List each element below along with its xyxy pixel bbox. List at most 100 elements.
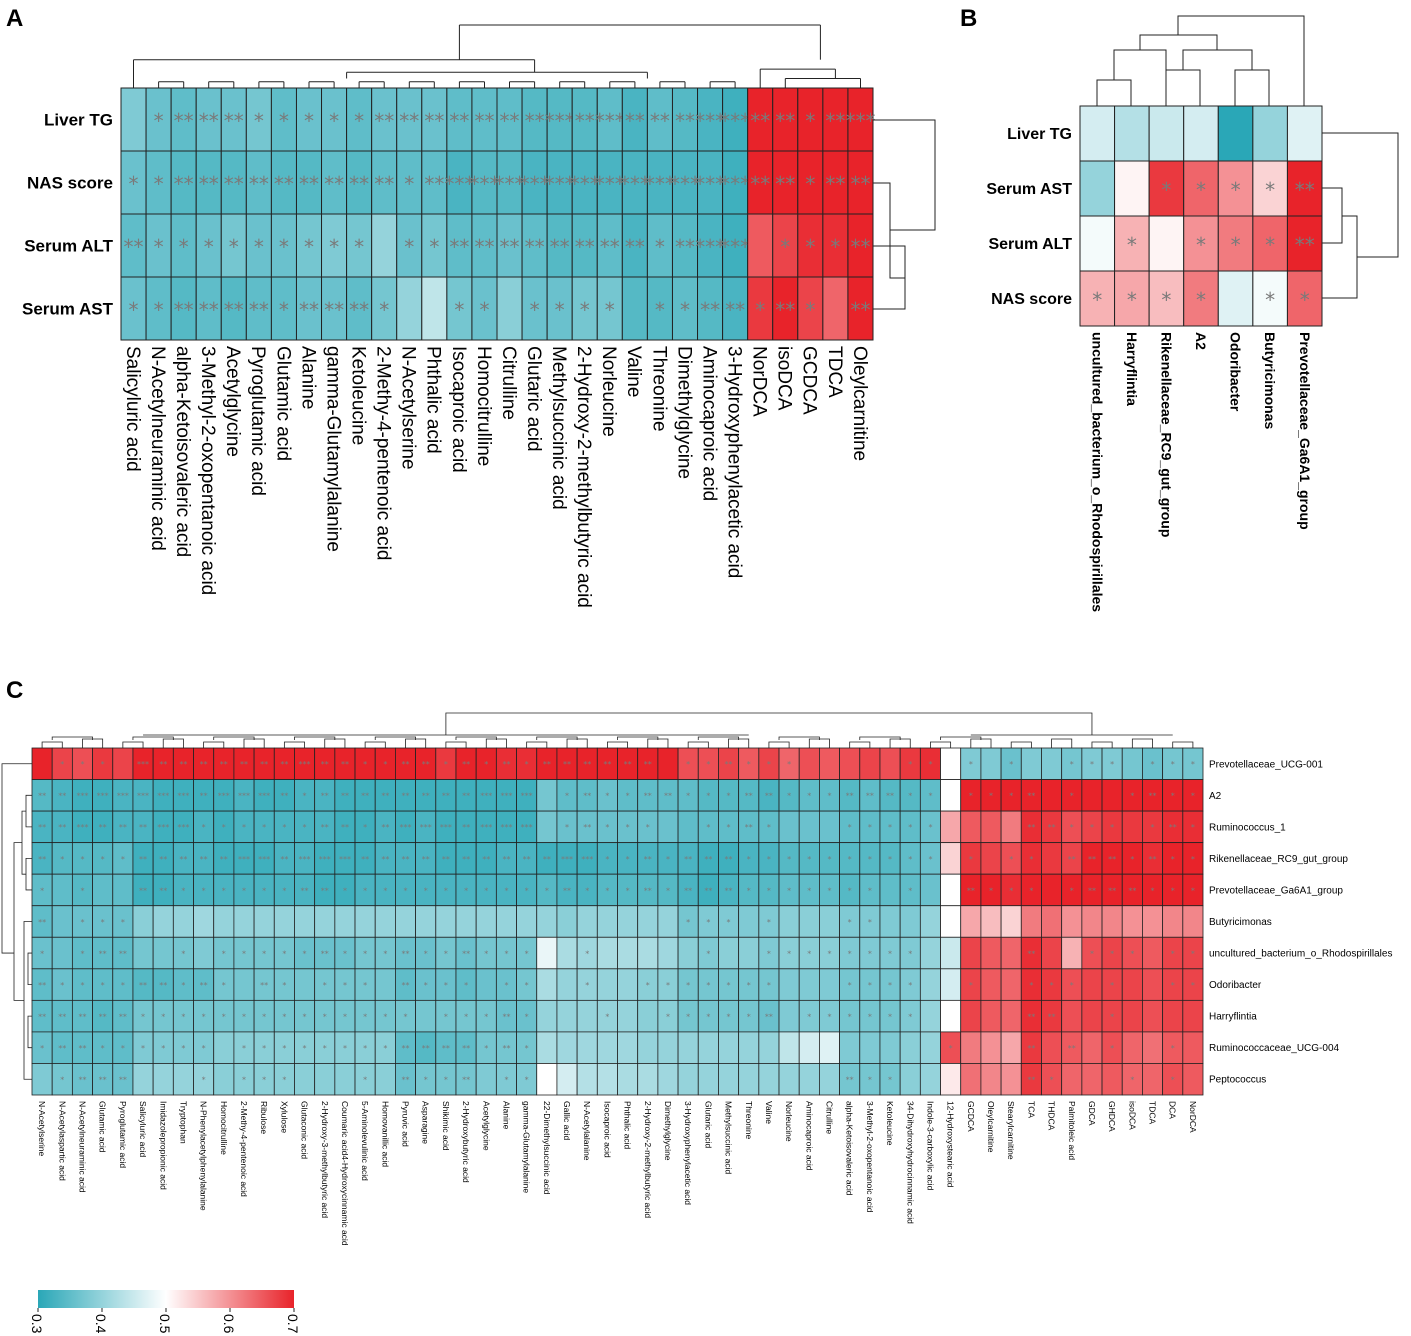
significance-star: * <box>626 886 630 895</box>
significance-star: ** <box>220 760 228 769</box>
significance-star: ** <box>321 886 329 895</box>
column-label: Glutamic acid <box>272 346 293 461</box>
significance-star: ** <box>600 235 620 259</box>
column-label: alpha-Ketoisovaleric acid <box>845 1101 855 1196</box>
heatmap-cell <box>1121 905 1143 938</box>
significance-star: * <box>303 823 307 832</box>
significance-star: ** <box>199 172 219 196</box>
significance-star: ** <box>704 886 712 895</box>
heatmap-cell <box>294 905 316 938</box>
significance-star: * <box>1151 823 1155 832</box>
significance-star: * <box>908 1013 912 1022</box>
significance-star: *** <box>76 823 88 832</box>
significance-star: ** <box>650 109 670 133</box>
heatmap-cell <box>839 747 861 780</box>
column-label: 5-Aminolevulinic acid <box>360 1101 370 1181</box>
significance-star: ** <box>224 172 244 196</box>
heatmap-cell <box>1142 905 1164 938</box>
heatmap-cell <box>1121 999 1143 1033</box>
heatmap-cell <box>374 905 396 938</box>
heatmap-cell <box>671 213 699 278</box>
heatmap-cell <box>637 936 659 970</box>
heatmap-cell <box>677 1063 699 1096</box>
significance-star: * <box>888 949 892 958</box>
column-label: Imidazolepropionic acid <box>158 1101 168 1190</box>
significance-star: * <box>747 886 751 895</box>
significance-star: *** <box>670 172 700 196</box>
significance-star: * <box>229 235 239 259</box>
significance-star: ** <box>1027 1076 1035 1085</box>
heatmap-cell <box>1041 905 1063 938</box>
significance-star: *** <box>695 235 725 259</box>
heatmap-cell <box>321 213 348 278</box>
significance-star: * <box>666 1013 670 1022</box>
heatmap-cell <box>657 810 679 844</box>
significance-star: * <box>525 886 529 895</box>
significance-star: * <box>141 1013 145 1022</box>
heatmap-cell <box>145 150 172 215</box>
heatmap-cell <box>960 1031 982 1064</box>
panel-label-b: B <box>960 5 977 32</box>
significance-star: * <box>279 235 289 259</box>
significance-star: * <box>1090 823 1094 832</box>
significance-star: *** <box>620 172 650 196</box>
column-label: Dimethylglycine <box>663 1101 673 1161</box>
significance-star: ** <box>361 855 369 864</box>
significance-star: * <box>888 1076 892 1085</box>
significance-star: * <box>141 1044 145 1053</box>
heatmap-cell <box>940 999 962 1033</box>
significance-star: ** <box>442 1044 450 1053</box>
heatmap-cell <box>960 936 982 970</box>
heatmap-cell <box>245 213 272 278</box>
significance-star: *** <box>76 792 88 801</box>
significance-star: *** <box>420 823 432 832</box>
significance-star: *** <box>444 172 474 196</box>
significance-star: * <box>989 792 993 801</box>
significance-star: ** <box>543 855 551 864</box>
significance-star: * <box>129 172 139 196</box>
significance-star: ** <box>462 1044 470 1053</box>
heatmap-cell <box>919 873 941 907</box>
significance-star: * <box>868 918 872 927</box>
heatmap-cell <box>475 905 497 938</box>
significance-star: * <box>181 886 185 895</box>
significance-star: *** <box>258 792 270 801</box>
heatmap-cell <box>421 276 448 341</box>
significance-star: * <box>848 918 852 927</box>
significance-star: * <box>101 981 105 990</box>
significance-star: * <box>242 823 246 832</box>
significance-star: * <box>1191 792 1195 801</box>
heatmap-cell <box>940 747 962 780</box>
significance-star: *** <box>500 792 512 801</box>
significance-star: * <box>1029 981 1033 990</box>
heatmap-cell <box>536 936 558 970</box>
column-label: Acetylglycine <box>222 346 243 457</box>
significance-star: * <box>807 792 811 801</box>
colorbar-tick-label: 0.6 <box>221 1314 237 1334</box>
significance-star: * <box>1191 823 1195 832</box>
significance-star: ** <box>1048 823 1056 832</box>
column-label: Pyroglutamic acid <box>118 1101 128 1168</box>
significance-star: * <box>504 949 508 958</box>
significance-star: ** <box>725 298 745 322</box>
significance-star: * <box>444 1076 448 1085</box>
significance-star: ** <box>775 172 795 196</box>
heatmap-cell <box>112 747 134 780</box>
heatmap-cell <box>617 936 639 970</box>
significance-star: * <box>1151 886 1155 895</box>
significance-star: * <box>969 792 973 801</box>
significance-star: * <box>727 792 731 801</box>
significance-star: * <box>908 823 912 832</box>
significance-star: * <box>484 1013 488 1022</box>
significance-star: *** <box>495 172 525 196</box>
heatmap-cell <box>1000 1031 1022 1064</box>
significance-star: * <box>254 109 264 133</box>
significance-star: * <box>222 823 226 832</box>
heatmap-cell <box>819 905 840 938</box>
significance-star: * <box>101 760 105 769</box>
significance-star: * <box>807 1013 811 1022</box>
column-label: Glutaric acid <box>703 1101 713 1149</box>
significance-star: * <box>303 1013 307 1022</box>
column-label: Phthalic acid <box>423 346 444 454</box>
heatmap-cell <box>1183 105 1219 162</box>
